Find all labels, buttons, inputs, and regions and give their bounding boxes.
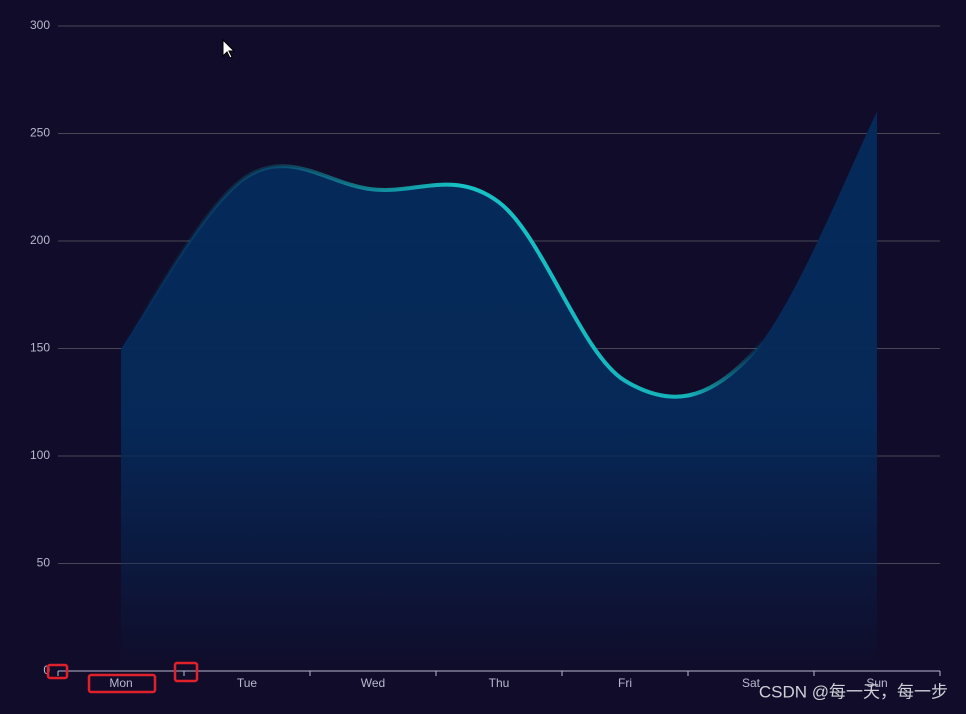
y-tick-label: 150 bbox=[30, 341, 50, 355]
x-tick-label: Sat bbox=[742, 676, 761, 690]
x-tick-label: Thu bbox=[489, 676, 510, 690]
x-tick-label: Wed bbox=[361, 676, 385, 690]
x-tick-label: Tue bbox=[237, 676, 258, 690]
watermark: CSDN @每一天，每一步 bbox=[759, 682, 948, 701]
x-axis: Mon Tue Wed Thu Fri Sat Sun bbox=[57, 670, 941, 690]
x-tick-label: Mon bbox=[109, 676, 132, 690]
highlight-box bbox=[87, 673, 157, 694]
y-tick-label: 300 bbox=[30, 18, 50, 32]
annotation-boxes bbox=[46, 661, 199, 694]
y-tick-label: 50 bbox=[37, 556, 51, 570]
x-tick-label: Fri bbox=[618, 676, 632, 690]
series bbox=[119, 111, 879, 671]
area bbox=[121, 112, 877, 671]
cursor bbox=[222, 38, 236, 59]
y-tick-label: 100 bbox=[30, 448, 50, 462]
y-tick-label: 200 bbox=[30, 233, 50, 247]
line bbox=[119, 111, 879, 399]
x-tick-label: Sun bbox=[866, 676, 887, 690]
y-tick-label: 250 bbox=[30, 126, 50, 140]
highlight-box bbox=[173, 661, 199, 683]
highlight-box bbox=[46, 663, 69, 680]
